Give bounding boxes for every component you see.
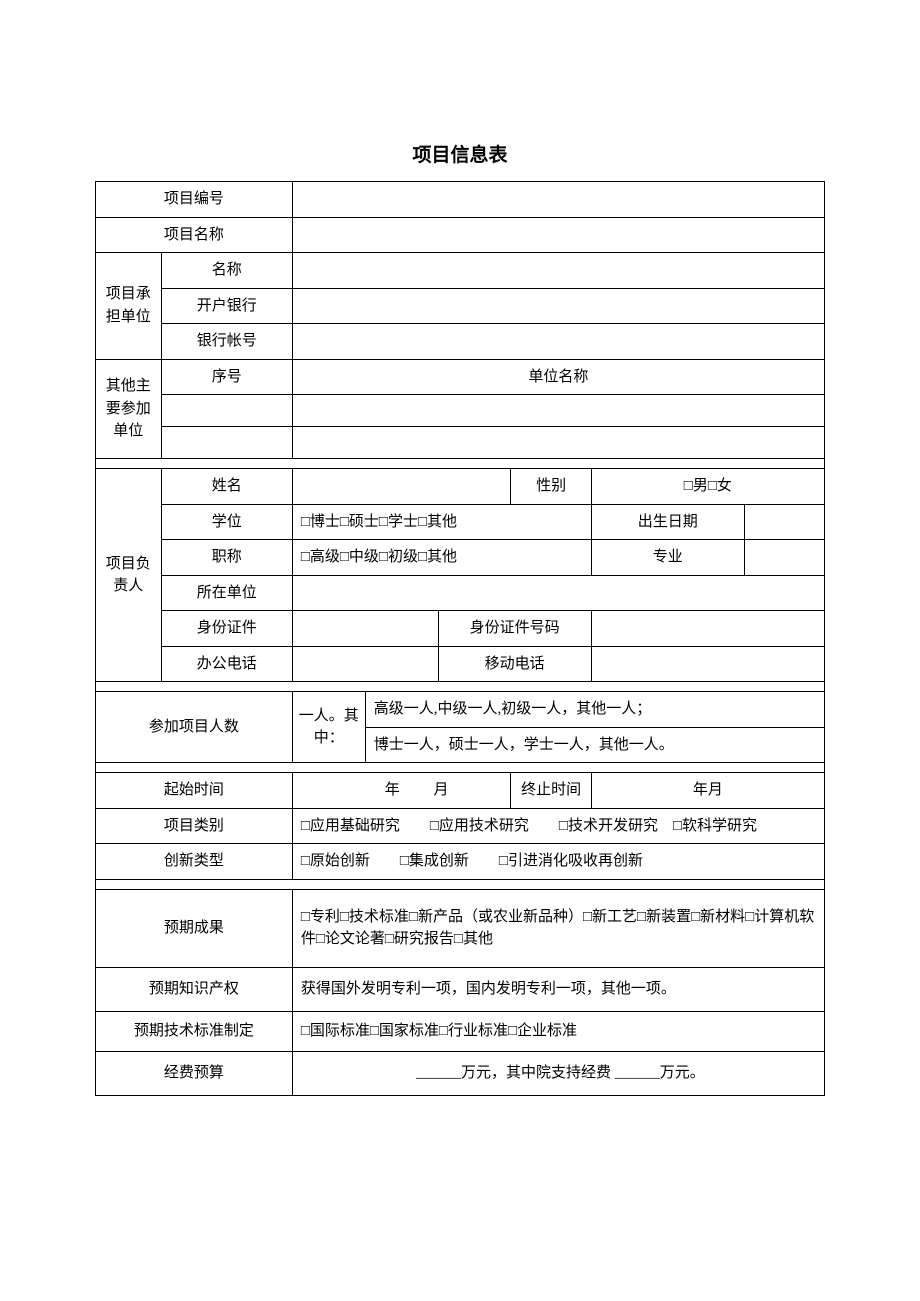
label-major: 专业 [591,540,744,576]
label-title-pro: 职称 [161,540,292,576]
value-id-type [292,611,438,647]
value-ipr: 获得国外发明专利一项，国内发明专利一项，其他一项。 [292,967,824,1011]
value-mobile [591,646,824,682]
label-host-org: 项目承担单位 [96,253,162,360]
value-start-time: 年 月 [292,773,511,809]
label-ipr: 预期知识产权 [96,967,293,1011]
value-end-time: 年月 [591,773,824,809]
section-gap-4 [96,879,825,889]
value-name [292,469,511,505]
label-name: 姓名 [161,469,292,505]
label-project-no: 项目编号 [96,182,293,218]
other-org-serial-1 [161,395,292,427]
value-birth [744,504,824,540]
label-category: 项目类别 [96,808,293,844]
value-project-name [292,217,824,253]
label-other-org: 其他主要参加单位 [96,359,162,459]
label-standard: 预期技术标准制定 [96,1011,293,1051]
value-budget: ______万元，其中院支持经费 ______万元。 [292,1051,824,1095]
value-standard: □国际标准□国家标准□行业标准□企业标准 [292,1011,824,1051]
label-leader: 项目负责人 [96,469,162,682]
value-host-name [292,253,824,289]
section-gap-1 [96,459,825,469]
other-org-name-1 [292,395,824,427]
value-gender: □男□女 [591,469,824,505]
project-info-table: 项目编号 项目名称 项目承担单位 名称 开户银行 银行帐号 其他主要参加单位 序… [95,181,825,1096]
value-category: □应用基础研究 □应用技术研究 □技术开发研究 □软科学研究 [292,808,824,844]
participants-line2: 博士一人，硕士一人，学士一人，其他一人。 [365,727,824,763]
label-start-time: 起始时间 [96,773,293,809]
value-expected: □专利□技术标准□新产品（或农业新品种）□新工艺□新装置□新材料□计算机软件□论… [292,889,824,967]
label-office-tel: 办公电话 [161,646,292,682]
label-mobile: 移动电话 [438,646,591,682]
section-gap-2 [96,682,825,692]
other-org-serial-2 [161,427,292,459]
label-serial-no: 序号 [161,359,292,395]
label-innovation: 创新类型 [96,844,293,880]
page-title: 项目信息表 [95,140,825,167]
label-affiliation: 所在单位 [161,575,292,611]
value-project-no [292,182,824,218]
label-degree: 学位 [161,504,292,540]
value-innovation: □原始创新 □集成创新 □引进消化吸收再创新 [292,844,824,880]
value-host-bank [292,288,824,324]
label-birth: 出生日期 [591,504,744,540]
label-host-account: 银行帐号 [161,324,292,360]
label-project-name: 项目名称 [96,217,293,253]
label-org-name: 单位名称 [292,359,824,395]
value-affiliation [292,575,824,611]
value-id-number [591,611,824,647]
label-host-bank: 开户银行 [161,288,292,324]
label-expected: 预期成果 [96,889,293,967]
participants-line1: 高级一人,中级一人,初级一人，其他一人； [365,692,824,728]
label-gender: 性别 [511,469,591,505]
section-gap-3 [96,763,825,773]
value-major [744,540,824,576]
label-host-name: 名称 [161,253,292,289]
label-id-number: 身份证件号码 [438,611,591,647]
value-office-tel [292,646,438,682]
participants-prefix: 一人。其中： [292,692,365,763]
value-title-pro: □高级□中级□初级□其他 [292,540,591,576]
value-host-account [292,324,824,360]
label-participants: 参加项目人数 [96,692,293,763]
label-budget: 经费预算 [96,1051,293,1095]
value-degree: □博士□硕士□学士□其他 [292,504,591,540]
other-org-name-2 [292,427,824,459]
label-id-type: 身份证件 [161,611,292,647]
label-end-time: 终止时间 [511,773,591,809]
